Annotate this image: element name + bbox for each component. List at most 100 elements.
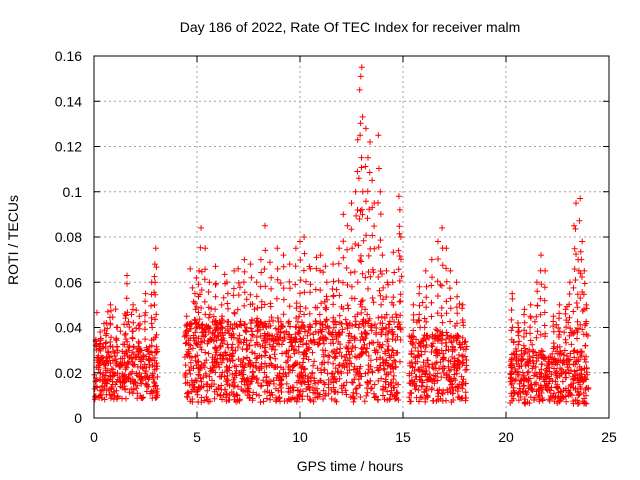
data-point: [239, 346, 246, 352]
data-point: [527, 324, 533, 331]
data-point: [264, 388, 271, 395]
data-point: [225, 344, 232, 351]
data-point: [219, 329, 226, 336]
data-point: [364, 215, 371, 222]
data-point: [196, 316, 203, 323]
data-point: [521, 327, 528, 334]
data-point: [104, 308, 111, 315]
data-point: [204, 381, 211, 388]
data-point: [355, 175, 362, 182]
data-point: [126, 347, 132, 354]
data-point: [550, 393, 557, 400]
data-point: [258, 361, 265, 367]
data-point: [358, 64, 365, 71]
data-point: [357, 363, 364, 370]
data-point: [146, 356, 153, 363]
data-point: [367, 139, 373, 145]
data-point: [329, 286, 336, 292]
data-point: [560, 368, 567, 375]
data-point: [446, 285, 453, 292]
data-point: [320, 387, 327, 394]
data-point: [346, 351, 353, 358]
data-point: [299, 341, 306, 348]
data-point: [110, 396, 117, 403]
data-point: [575, 356, 582, 363]
data-point: [152, 291, 159, 298]
data-point: [297, 290, 303, 297]
data-point: [284, 357, 291, 364]
data-point: [448, 381, 455, 388]
data-point: [585, 384, 592, 391]
data-point: [250, 389, 257, 396]
data-point: [435, 238, 441, 245]
data-point: [534, 373, 541, 380]
data-point: [380, 392, 386, 399]
data-point: [264, 331, 271, 338]
data-point: [396, 277, 403, 284]
data-point: [509, 355, 515, 361]
x-tick-label: 20: [498, 429, 514, 445]
data-point: [357, 373, 364, 380]
data-point: [407, 380, 414, 387]
data-point: [418, 394, 425, 400]
data-point: [249, 373, 256, 380]
data-point: [185, 346, 192, 353]
data-point: [267, 322, 274, 329]
data-point: [260, 337, 267, 344]
data-point: [344, 363, 351, 370]
data-point: [187, 321, 194, 328]
data-point: [524, 389, 531, 396]
data-point: [320, 269, 327, 276]
data-point: [148, 320, 155, 327]
data-point: [261, 330, 268, 337]
data-point: [151, 261, 158, 268]
grid-lines: [94, 56, 609, 418]
data-point: [459, 334, 466, 341]
data-point: [287, 366, 294, 373]
data-point: [249, 332, 256, 339]
data-point: [330, 278, 337, 285]
data-point: [565, 392, 572, 399]
data-point: [198, 346, 205, 353]
data-point: [555, 334, 562, 340]
data-point: [310, 398, 317, 405]
data-point: [96, 360, 103, 367]
data-point: [280, 263, 287, 270]
data-point: [148, 302, 154, 309]
data-point: [443, 336, 450, 343]
data-point: [435, 390, 442, 397]
data-point: [230, 292, 237, 299]
data-point: [342, 316, 349, 323]
data-point: [241, 268, 248, 275]
data-point: [135, 351, 141, 358]
data-point: [571, 245, 578, 252]
data-point: [457, 344, 464, 351]
data-point: [239, 375, 246, 382]
data-point: [378, 331, 385, 338]
data-point: [153, 311, 160, 318]
data-point: [198, 305, 205, 311]
data-point: [354, 367, 361, 374]
data-point: [459, 360, 466, 367]
data-point: [561, 329, 568, 336]
data-point: [189, 396, 196, 403]
data-point: [249, 349, 256, 356]
data-point: [260, 377, 267, 384]
data-point: [235, 280, 242, 286]
data-point: [297, 257, 304, 263]
data-point: [245, 385, 252, 392]
data-point: [428, 256, 435, 263]
data-point: [238, 378, 245, 385]
data-point: [201, 397, 208, 404]
data-point: [234, 323, 241, 330]
data-point: [507, 400, 514, 406]
data-point: [542, 382, 549, 389]
data-point: [583, 305, 590, 312]
data-point: [182, 340, 189, 347]
data-point: [318, 328, 325, 335]
data-point: [103, 391, 110, 398]
data-point: [126, 354, 133, 361]
data-point: [509, 295, 516, 302]
data-point: [445, 346, 452, 353]
data-point: [422, 363, 429, 369]
